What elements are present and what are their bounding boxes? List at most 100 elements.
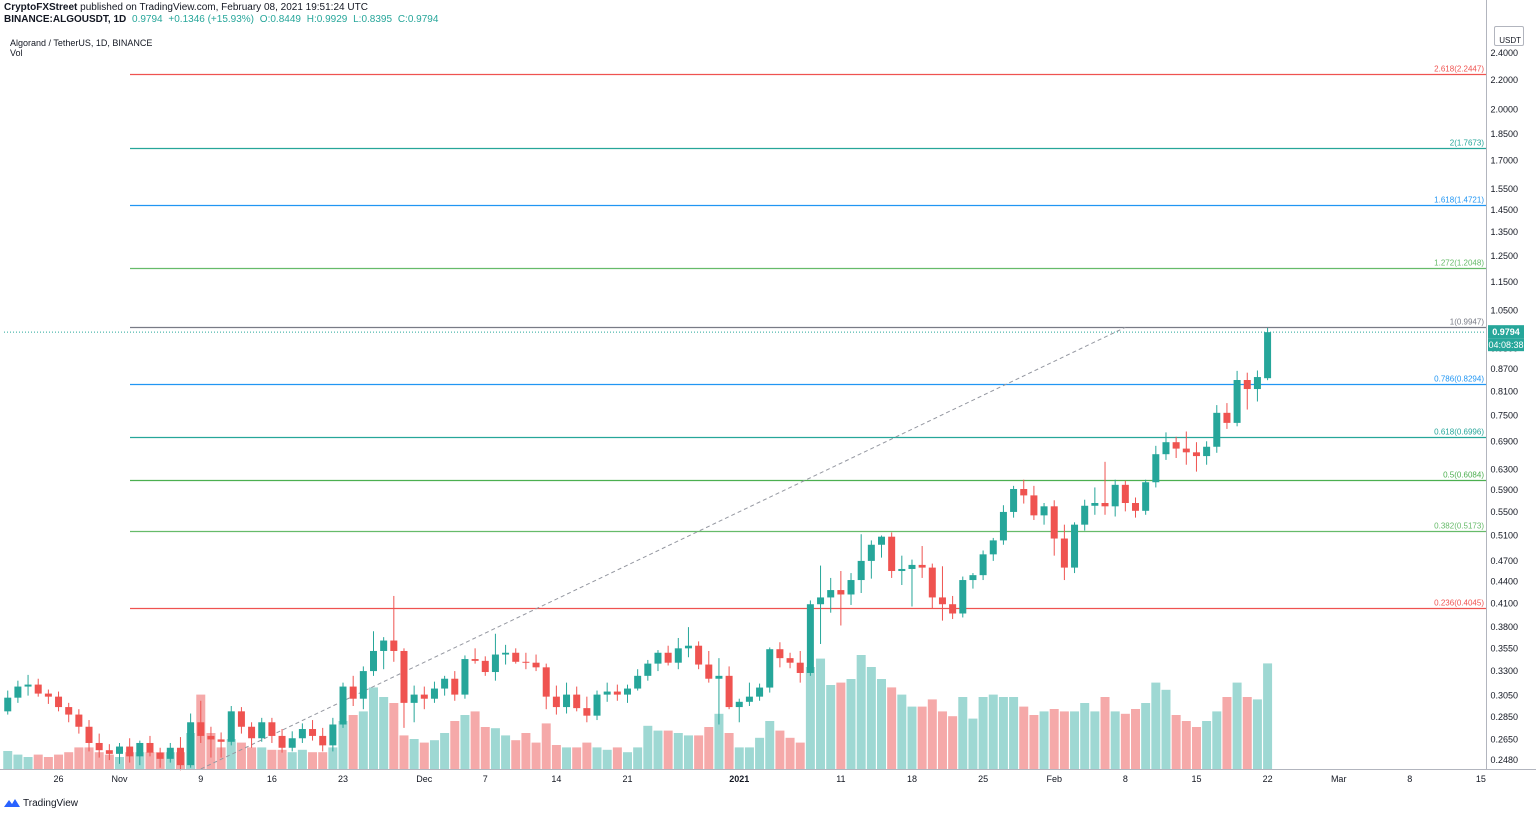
volume-bar <box>1252 699 1262 769</box>
y-tick-label: 0.6900 <box>1490 436 1518 446</box>
y-tick-label: 2.2000 <box>1490 75 1518 85</box>
candle-body <box>95 742 103 751</box>
volume-bar <box>3 751 13 769</box>
y-tick-label: 0.2480 <box>1490 755 1518 765</box>
volume-bar <box>1242 697 1252 769</box>
candle-body <box>563 694 571 708</box>
volume-bar <box>440 733 450 769</box>
x-tick-label: Feb <box>1046 774 1062 784</box>
fib-level-label: 2(1.7673) <box>1450 139 1485 148</box>
x-tick-label: Dec <box>416 774 433 784</box>
y-tick-label: 0.5500 <box>1490 507 1518 517</box>
candle-body <box>1172 442 1180 449</box>
candle-body <box>756 687 764 697</box>
volume-bar <box>1090 711 1100 769</box>
instrument-title: Algorand / TetherUS, 1D, BINANCE <box>10 38 153 48</box>
volume-bar <box>1151 682 1161 769</box>
volume-bar <box>683 735 693 769</box>
volume-bar <box>1120 713 1130 769</box>
volume-bar <box>673 733 683 769</box>
candle-body <box>1050 506 1058 539</box>
fib-level-label: 1.272(1.2048) <box>1434 259 1484 268</box>
volume-bar <box>1202 721 1212 769</box>
volume-bar <box>1181 721 1191 769</box>
candle-body <box>34 684 42 694</box>
volume-bar <box>1222 697 1232 769</box>
candle-body <box>400 650 408 703</box>
candle-body <box>603 691 611 695</box>
candle-body <box>390 640 398 651</box>
volume-bar <box>267 749 277 769</box>
candle-body <box>319 735 327 746</box>
high-value: H:0.9929 <box>306 14 348 25</box>
y-tick-label: 1.2500 <box>1490 251 1518 261</box>
x-tick-label: 9 <box>198 774 203 784</box>
candle-body <box>380 640 388 651</box>
candle-body <box>176 747 184 766</box>
candle-body <box>1111 484 1119 507</box>
y-tick-label: 0.7500 <box>1490 410 1518 420</box>
volume-bar <box>399 735 409 769</box>
volume-bar <box>429 740 439 769</box>
volume-bar <box>1080 703 1090 769</box>
volume-bar <box>816 658 826 769</box>
publisher-name[interactable]: CryptoFXStreet <box>4 2 78 13</box>
volume-bar <box>511 740 521 769</box>
volume-bar <box>1212 711 1222 769</box>
footer-brand[interactable]: TradingView <box>4 795 78 811</box>
candle-body <box>613 691 621 695</box>
y-tick-label: 0.3550 <box>1490 643 1518 653</box>
candle-body <box>593 694 601 716</box>
fib-level-label: 0.786(0.8294) <box>1434 375 1484 384</box>
volume-bar <box>13 754 23 769</box>
price-change: +0.1346 (+15.93%) <box>168 14 255 25</box>
candle-body <box>441 678 449 689</box>
volume-label: Vol <box>10 48 23 58</box>
volume-bar <box>917 706 927 769</box>
candle-body <box>258 722 266 739</box>
volume-bar <box>419 742 429 769</box>
volume-bar <box>1029 715 1039 769</box>
volume-bar <box>998 697 1008 769</box>
volume-bar <box>948 716 958 769</box>
candle-body <box>705 664 713 679</box>
volume-bar <box>1161 689 1171 769</box>
candle-body <box>420 694 428 699</box>
candle-body <box>725 675 733 708</box>
volume-bar <box>501 735 511 769</box>
volume-bar <box>775 730 785 769</box>
volume-bar <box>338 721 348 769</box>
price-unit-box[interactable]: USDT <box>1494 26 1524 46</box>
volume-bar <box>653 730 663 769</box>
volume-bar <box>785 737 795 769</box>
candle-body <box>227 711 235 742</box>
candle-body <box>1192 452 1200 457</box>
y-tick-label: 2.4000 <box>1490 48 1518 58</box>
volume-bar <box>582 742 592 769</box>
candle-body <box>24 684 32 687</box>
last-price: 0.9794 <box>132 14 163 25</box>
y-tick-label: 2.0000 <box>1490 105 1518 115</box>
countdown-tag <box>1488 338 1524 352</box>
volume-bar <box>409 739 419 769</box>
candle-body <box>1213 412 1221 447</box>
candle-body <box>85 726 93 743</box>
volume-bar <box>257 747 267 769</box>
candle-body <box>1182 448 1190 453</box>
candle-body <box>146 742 154 753</box>
candle-body <box>309 729 317 736</box>
candle-body <box>928 567 936 598</box>
countdown-label: 04:08:38 <box>1488 340 1523 350</box>
candle-body <box>430 688 438 699</box>
candle-body <box>217 739 225 742</box>
candle-body <box>298 729 306 739</box>
candle-body <box>1081 505 1089 525</box>
volume-bar <box>450 721 460 769</box>
fib-level-label: 0.618(0.6996) <box>1434 428 1484 437</box>
volume-bar <box>1009 697 1019 769</box>
volume-bar <box>470 711 480 769</box>
volume-bar <box>74 747 84 769</box>
x-tick-label: 2021 <box>729 774 749 784</box>
candle-body <box>4 697 12 712</box>
